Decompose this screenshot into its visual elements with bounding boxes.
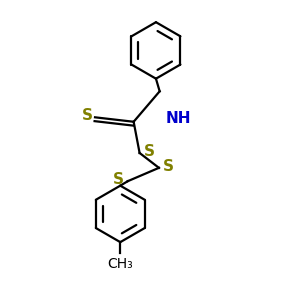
Text: CH₃: CH₃ (107, 257, 133, 272)
Text: S: S (163, 159, 174, 174)
Text: S: S (82, 108, 93, 123)
Text: S: S (144, 144, 154, 159)
Text: NH: NH (166, 111, 191, 126)
Text: S: S (113, 172, 124, 187)
